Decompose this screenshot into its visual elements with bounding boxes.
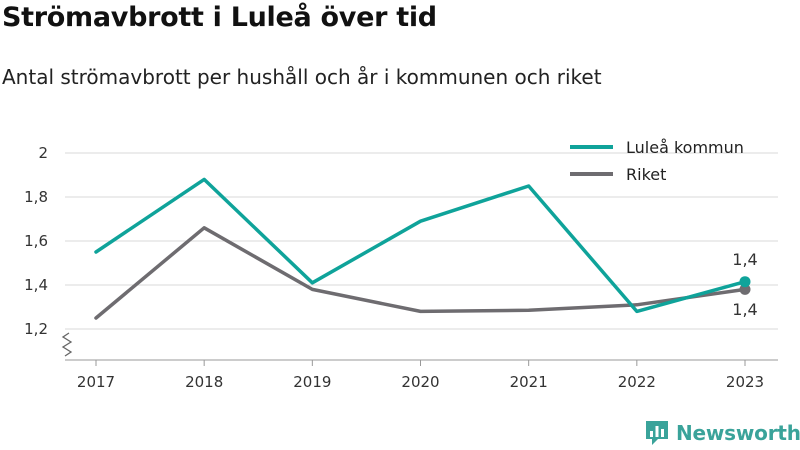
x-tick-label: 2018 bbox=[185, 373, 223, 391]
legend-label: Luleå kommun bbox=[626, 138, 744, 157]
chart-subtitle: Antal strömavbrott per hushåll och år i … bbox=[2, 65, 602, 89]
x-tick-label: 2022 bbox=[618, 373, 656, 391]
x-tick-label: 2017 bbox=[77, 373, 115, 391]
series-line bbox=[94, 226, 747, 320]
brand-name: Newsworthy bbox=[676, 421, 800, 445]
y-tick-label: 1,8 bbox=[24, 188, 48, 206]
series-line bbox=[94, 177, 747, 314]
x-tick-label: 2019 bbox=[293, 373, 331, 391]
data-label: 1,4 bbox=[732, 250, 757, 269]
y-tick-label: 1,4 bbox=[24, 276, 48, 294]
y-tick-label: 1,2 bbox=[24, 320, 48, 338]
x-tick-label: 2020 bbox=[401, 373, 439, 391]
x-tick-label: 2021 bbox=[510, 373, 548, 391]
chart-title: Strömavbrott i Luleå över tid bbox=[2, 2, 437, 33]
axis-break-icon bbox=[61, 332, 73, 357]
series-end-point bbox=[739, 283, 751, 295]
data-label: 1,4 bbox=[732, 300, 757, 319]
x-tick-label: 2023 bbox=[726, 373, 764, 391]
y-tick-label: 2 bbox=[38, 144, 48, 162]
series-end-point bbox=[739, 276, 751, 288]
legend-label: Riket bbox=[626, 165, 666, 184]
newsworthy-logo-icon bbox=[646, 421, 668, 445]
brand-logo: Newsworthy bbox=[644, 418, 800, 448]
y-tick-label: 1,6 bbox=[24, 232, 48, 250]
